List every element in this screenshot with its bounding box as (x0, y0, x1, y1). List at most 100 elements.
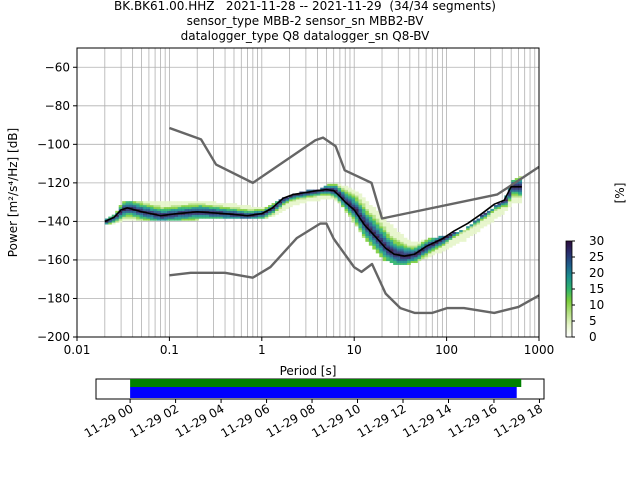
chart-title-line-3: datalogger_type Q8 datalogger_sn Q8-BV (180, 29, 430, 43)
density-cell (292, 195, 297, 198)
density-cell (427, 255, 432, 258)
density-cell (386, 257, 390, 260)
density-cell (438, 249, 443, 252)
density-cell (414, 257, 418, 260)
density-cell (160, 205, 165, 208)
density-cell (382, 231, 387, 235)
density-cell (156, 216, 161, 219)
density-cell (115, 210, 120, 213)
density-cell (195, 212, 199, 215)
density-cell (136, 201, 140, 204)
density-cell (143, 205, 147, 208)
density-cell (382, 255, 387, 258)
density-cell (379, 218, 384, 221)
density-cell (490, 214, 495, 217)
density-cell (375, 247, 380, 250)
density-cell (236, 216, 241, 219)
density-cell (191, 203, 196, 206)
density-cell (511, 187, 516, 190)
density-cell (351, 220, 356, 223)
timeline-tick-label: 11-29 00 (82, 401, 136, 440)
density-cell (431, 243, 436, 246)
density-cell (365, 216, 370, 219)
density-cell (247, 205, 252, 208)
density-cell (365, 210, 370, 213)
density-cell (149, 201, 154, 204)
density-cell (136, 212, 140, 215)
density-cell (511, 201, 516, 204)
density-cell (146, 210, 151, 213)
density-cell (191, 208, 196, 212)
density-cell (156, 210, 161, 213)
density-cell (396, 255, 401, 258)
density-cell (334, 197, 338, 200)
density-cell (285, 197, 290, 200)
density-cell (459, 235, 463, 238)
density-cell (337, 201, 342, 204)
density-cell (337, 191, 342, 194)
density-cell (389, 253, 394, 256)
density-cell (386, 251, 390, 254)
density-cell (146, 216, 151, 219)
density-cell (473, 222, 477, 225)
density-cell (420, 249, 425, 252)
density-cell (361, 220, 366, 223)
density-cell (407, 258, 411, 262)
density-cell (511, 191, 516, 194)
density-cell (396, 241, 401, 244)
density-cell (424, 251, 429, 254)
density-cell (452, 239, 457, 242)
y-axis-label: Power [m²/s⁴/Hz] [dB] (6, 128, 20, 257)
density-cell (414, 241, 418, 244)
density-cell (372, 212, 377, 215)
density-cell (167, 218, 172, 221)
density-cell (396, 258, 401, 262)
density-cell (382, 222, 387, 225)
density-cell (504, 208, 509, 212)
density-cell (153, 216, 158, 219)
density-cell (156, 208, 161, 212)
density-cell (455, 241, 460, 244)
density-cell (483, 224, 488, 227)
density-cell (382, 226, 387, 229)
density-cell (316, 191, 321, 194)
density-cell (170, 203, 175, 206)
density-cell (149, 216, 154, 219)
density-cell (407, 249, 411, 252)
density-cell (358, 193, 363, 196)
density-cell (361, 228, 366, 231)
density-cell (393, 239, 397, 242)
plot-frame (76, 47, 540, 338)
density-cell (285, 206, 290, 210)
density-cell (222, 203, 227, 206)
density-cell (361, 201, 366, 204)
colorbar-tick-label: 15 (589, 282, 604, 296)
density-cell (330, 195, 335, 198)
density-cell (271, 212, 276, 215)
density-cell (354, 201, 359, 204)
density-cell (129, 208, 133, 212)
density-cell (414, 247, 418, 250)
density-cell (455, 239, 460, 242)
density-cell (334, 183, 338, 186)
density-cell (181, 208, 186, 212)
density-cell (129, 203, 133, 206)
density-cell (365, 231, 370, 235)
density-cell (122, 208, 126, 212)
density-cell (163, 203, 168, 206)
density-cell (153, 205, 158, 208)
density-cell (407, 255, 411, 258)
density-cell (518, 176, 523, 179)
density-cell (111, 222, 116, 225)
density-cell (205, 216, 210, 219)
density-cell (181, 206, 186, 210)
density-cell (500, 210, 505, 213)
density-cell (410, 243, 415, 246)
density-cell (292, 199, 297, 202)
density-cell (215, 203, 220, 206)
density-cell (143, 201, 147, 204)
colorbar-tick-label: 20 (589, 266, 604, 280)
density-cell (351, 193, 356, 196)
density-cell (136, 203, 140, 206)
density-cell (275, 205, 279, 208)
